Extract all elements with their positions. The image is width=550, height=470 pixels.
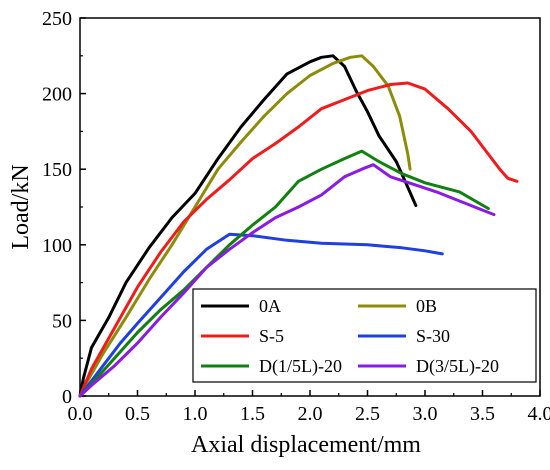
axis-ticks: 0.0 0.5 1.0 1.5 2.0 2.5 3.0 3.5 4.0 0 50 100 150 200 2… <box>42 8 550 425</box>
series-line-d-1-5l-20 <box>78 149 490 398</box>
legend: 0A 0B S-5 S-30 D(1/5L)-20 D(3/5L)-20 <box>192 288 537 383</box>
y-tick-label: 50 <box>52 310 72 332</box>
y-tick-label: 200 <box>42 84 72 106</box>
y-axis-title: Load/kN <box>8 164 34 249</box>
legend-label-0a: 0A <box>259 296 281 316</box>
series-line-d-3-5l-20 <box>78 163 496 398</box>
x-tick-label: 1.5 <box>240 403 265 425</box>
series-layer <box>78 54 519 398</box>
x-tick-label: 0.5 <box>125 403 150 425</box>
x-tick-label: 4.0 <box>528 403 550 425</box>
x-tick-label: 1.0 <box>183 403 208 425</box>
y-tick-label: 100 <box>42 235 72 257</box>
x-tick-label: 2.5 <box>355 403 380 425</box>
legend-label-0b: 0B <box>416 296 437 316</box>
x-tick-label: 2.0 <box>298 403 323 425</box>
x-tick-label: 0.0 <box>68 403 93 425</box>
legend-label-s-30: S-30 <box>416 326 450 346</box>
series-line-0b <box>78 54 412 398</box>
x-tick-label: 3.5 <box>470 403 495 425</box>
y-tick-label: 0 <box>62 386 72 408</box>
series-line-0a <box>78 54 418 398</box>
legend-label-d-3-5l-20: D(3/5L)-20 <box>416 356 499 377</box>
x-axis-title: Axial displacement/mm <box>191 432 421 458</box>
y-tick-label: 150 <box>42 159 72 181</box>
series-line-s-30 <box>78 232 444 398</box>
x-tick-label: 3.0 <box>413 403 438 425</box>
y-tick-label: 250 <box>42 8 72 30</box>
legend-label-d-1-5l-20: D(1/5L)-20 <box>259 356 342 377</box>
legend-label-s-5: S-5 <box>259 326 284 346</box>
series-line-s-5 <box>78 81 519 398</box>
